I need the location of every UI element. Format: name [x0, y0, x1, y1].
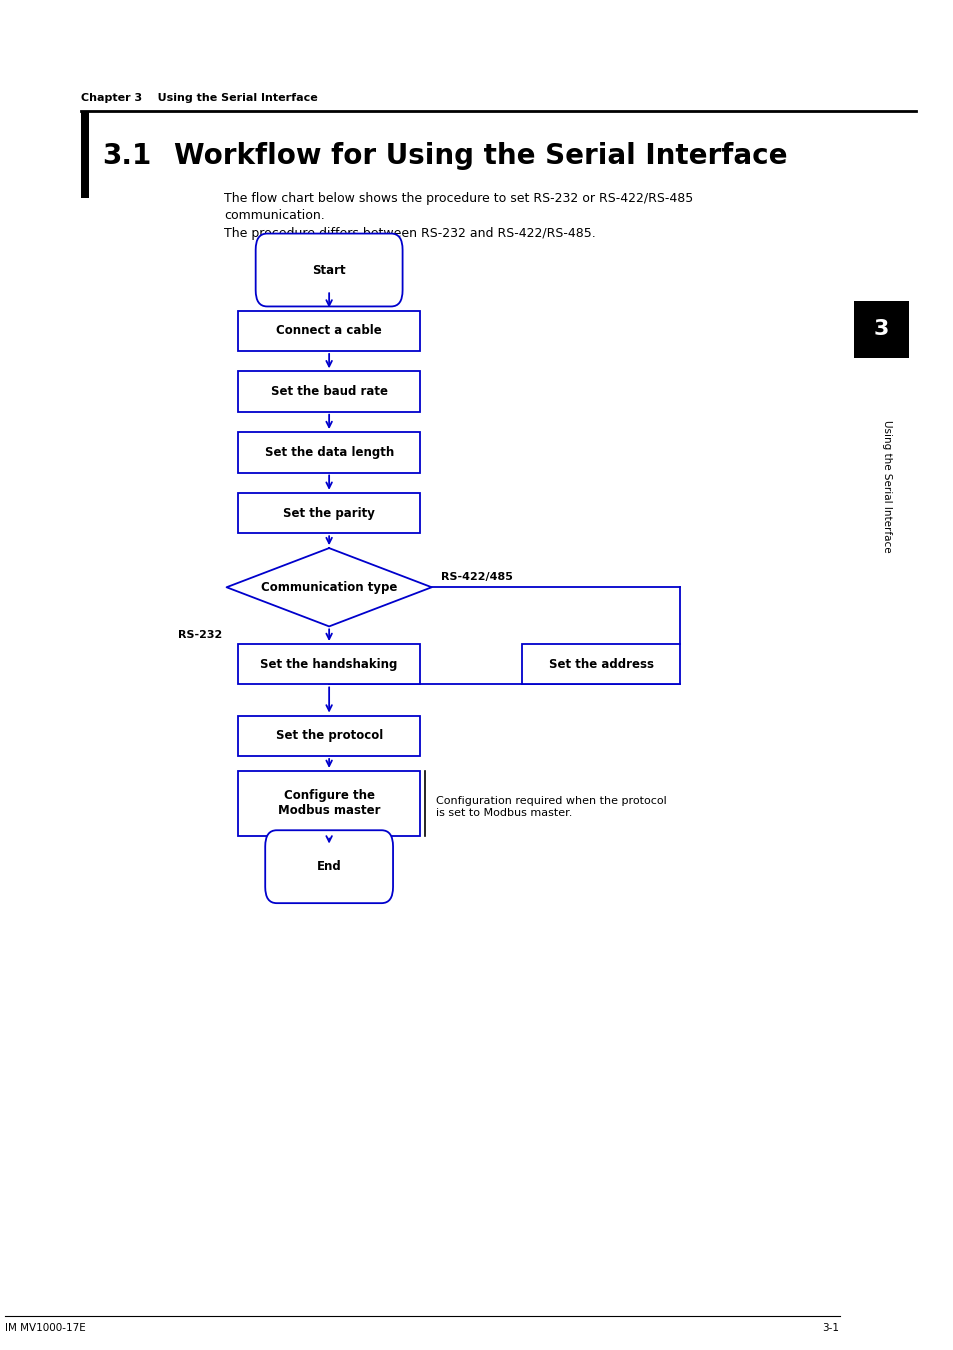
Text: Set the data length: Set the data length — [264, 446, 394, 459]
Text: Set the protocol: Set the protocol — [275, 729, 382, 742]
FancyBboxPatch shape — [238, 310, 419, 351]
FancyBboxPatch shape — [238, 771, 419, 836]
Text: Set the baud rate: Set the baud rate — [271, 385, 387, 398]
FancyBboxPatch shape — [238, 716, 419, 756]
Text: IM MV1000-17E: IM MV1000-17E — [5, 1323, 86, 1332]
Text: Communication type: Communication type — [261, 580, 396, 594]
Text: Set the parity: Set the parity — [283, 506, 375, 520]
FancyBboxPatch shape — [238, 371, 419, 412]
FancyBboxPatch shape — [238, 644, 419, 684]
Text: Configuration required when the protocol
is set to Modbus master.: Configuration required when the protocol… — [436, 796, 666, 818]
Text: The flow chart below shows the procedure to set RS-232 or RS-422/RS-485: The flow chart below shows the procedure… — [224, 192, 693, 205]
Text: RS-422/485: RS-422/485 — [440, 572, 513, 582]
Text: Workflow for Using the Serial Interface: Workflow for Using the Serial Interface — [173, 142, 786, 170]
Text: Connect a cable: Connect a cable — [276, 324, 381, 338]
Text: 3-1: 3-1 — [821, 1323, 839, 1332]
FancyBboxPatch shape — [81, 112, 89, 198]
FancyBboxPatch shape — [238, 493, 419, 533]
Text: 3: 3 — [873, 320, 888, 339]
Text: 3.1: 3.1 — [102, 142, 152, 170]
Text: Configure the
Modbus master: Configure the Modbus master — [277, 790, 380, 817]
Text: Start: Start — [312, 263, 346, 277]
Text: Set the address: Set the address — [548, 657, 653, 671]
FancyBboxPatch shape — [853, 301, 908, 358]
Text: End: End — [316, 860, 341, 873]
FancyBboxPatch shape — [265, 830, 393, 903]
FancyBboxPatch shape — [238, 432, 419, 472]
Text: RS-232: RS-232 — [177, 630, 221, 640]
FancyBboxPatch shape — [255, 234, 402, 306]
FancyBboxPatch shape — [522, 644, 679, 684]
Text: Using the Serial Interface: Using the Serial Interface — [882, 420, 891, 552]
Text: The procedure differs between RS-232 and RS-422/RS-485.: The procedure differs between RS-232 and… — [224, 227, 596, 240]
Text: communication.: communication. — [224, 209, 325, 223]
Text: Set the handshaking: Set the handshaking — [260, 657, 397, 671]
Text: Chapter 3    Using the Serial Interface: Chapter 3 Using the Serial Interface — [81, 93, 317, 104]
